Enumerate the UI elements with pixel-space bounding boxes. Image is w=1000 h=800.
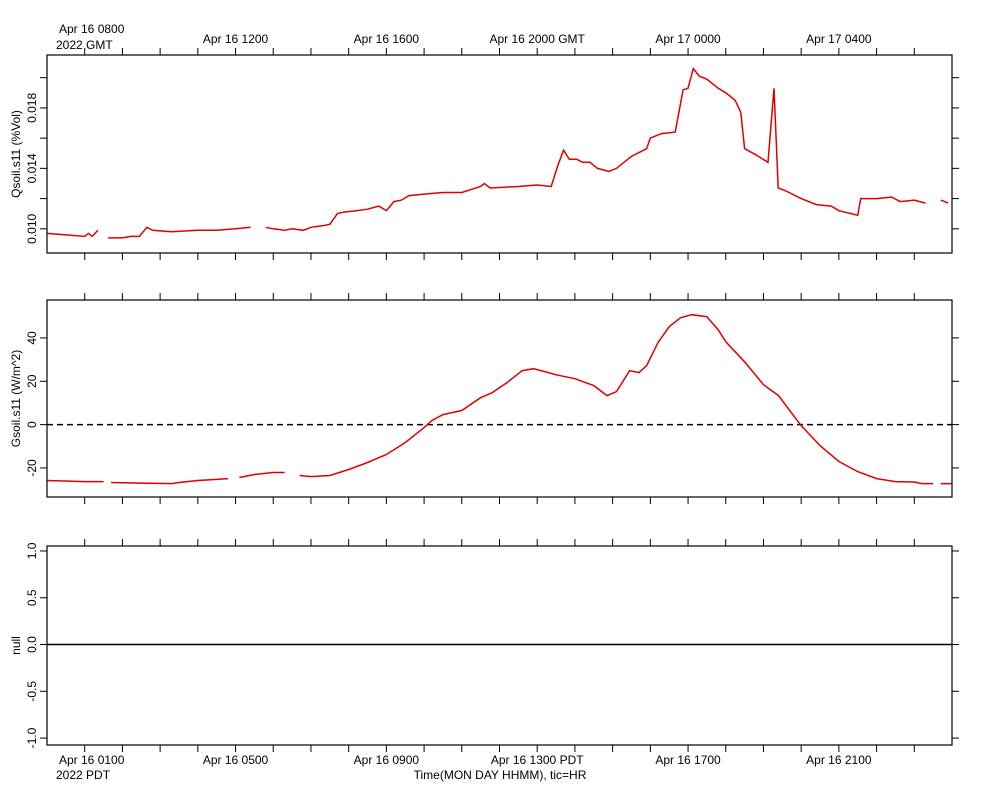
x-tick-label-bottom: Apr 16 1700	[655, 753, 721, 767]
y-tick-label: 0.0	[25, 636, 39, 653]
x-tick-label-top: Apr 16 1600	[354, 32, 420, 46]
y-axis-title: null	[9, 636, 23, 655]
y-tick-label: -0.5	[25, 681, 39, 702]
x-tick-label-top: Apr 17 0400	[806, 32, 872, 46]
x-tick-label-top: Apr 16 0800	[59, 22, 125, 36]
plot-frame	[46, 545, 953, 746]
y-tick-label: -20	[25, 459, 39, 477]
y-tick-label: 0.014	[25, 153, 39, 183]
y-tick-label: 0	[25, 421, 39, 428]
x-tick-label-bottom: Apr 16 2100	[806, 753, 872, 767]
x-axis-title: Time(MON DAY HHMM), tic=HR	[414, 768, 587, 782]
plot-frame	[46, 299, 953, 498]
x-tick-label-bottom: Apr 16 0900	[354, 753, 420, 767]
y-axis-title: Qsoil.s11 (%Vol)	[9, 110, 23, 198]
x-tick-label-top: Apr 16 2000 GMT	[490, 32, 586, 46]
gmt-year: 2022 GMT	[56, 38, 113, 52]
y-tick-label: 0.010	[25, 213, 39, 243]
x-tick-label-bottom: Apr 16 0100	[59, 753, 125, 767]
data-line	[46, 313, 952, 485]
plot-frame	[46, 54, 953, 254]
data-line	[46, 66, 949, 239]
y-tick-label: 0.5	[25, 589, 39, 606]
y-tick-label: -1.0	[25, 727, 39, 748]
pdt-year: 2022 PDT	[56, 768, 111, 782]
x-tick-label-top: Apr 17 0000	[655, 32, 721, 46]
y-axis-title: Gsoil.s11 (W/m^2)	[9, 350, 23, 447]
y-tick-label: 1.0	[25, 542, 39, 559]
x-tick-label-bottom: Apr 16 0500	[203, 753, 269, 767]
y-tick-label: 20	[25, 374, 39, 388]
y-tick-label: 0.018	[25, 93, 39, 123]
y-tick-label: 40	[25, 331, 39, 345]
x-tick-label-bottom: Apr 16 1300 PDT	[491, 753, 584, 767]
x-tick-label-top: Apr 16 1200	[203, 32, 269, 46]
